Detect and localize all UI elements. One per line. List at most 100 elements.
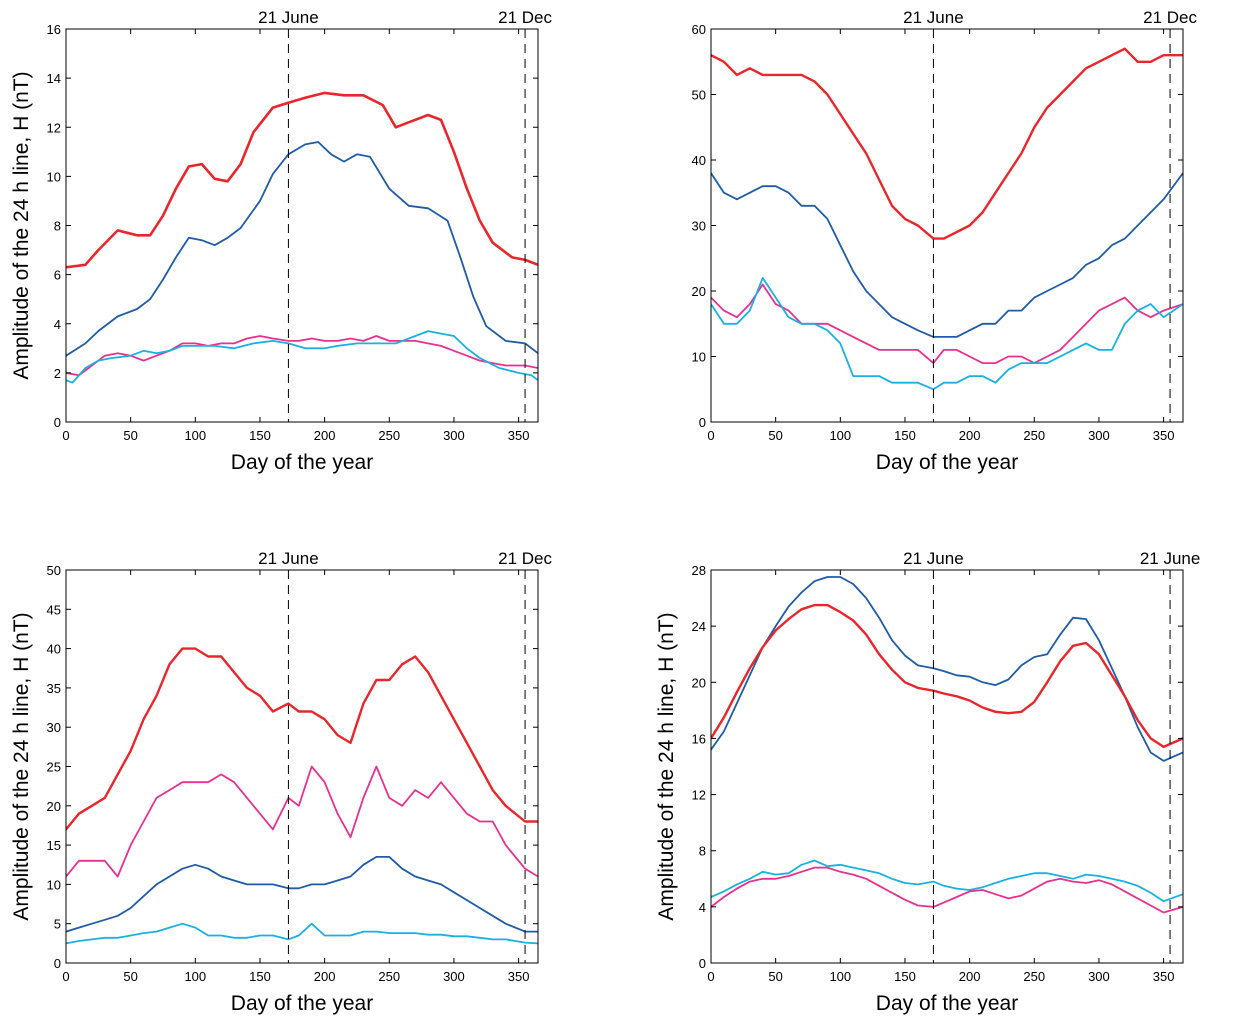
- y-tick-label: 2: [54, 366, 61, 381]
- y-tick-label: 60: [692, 22, 706, 37]
- y-tick-label: 24: [692, 619, 706, 634]
- x-axis-label: Day of the year: [876, 992, 1018, 1015]
- marker-label-2: 21 Dec: [498, 549, 552, 568]
- y-tick-label: 40: [692, 153, 706, 168]
- series-line-3: [66, 856, 538, 933]
- y-tick-label: 30: [47, 720, 61, 735]
- x-tick-label: 300: [1088, 428, 1110, 443]
- series-line-3: [711, 283, 1183, 365]
- series-line-2: [66, 765, 538, 878]
- panel-1: 21 June 21 Dec 0 50 100 150 200 250 300 350 0 2 4 6 8 1…: [10, 8, 552, 474]
- y-tick-label: 30: [692, 219, 706, 234]
- x-tick-label: 100: [829, 428, 851, 443]
- x-tick-label: 350: [1153, 969, 1175, 984]
- x-tick-label: 300: [443, 969, 465, 984]
- x-tick-label: 0: [62, 969, 69, 984]
- series-line-2: [66, 141, 538, 357]
- y-tick-label: 45: [47, 602, 61, 617]
- y-tick-label: 6: [54, 268, 61, 283]
- panel-4: 21 June 21 June 0 50 100 150 200 250 300 350 0 4 8 12…: [655, 549, 1200, 1015]
- marker-label-1: 21 June: [903, 549, 964, 568]
- y-tick-label: 5: [54, 917, 61, 932]
- series-line-1: [711, 576, 1183, 762]
- x-tick-label: 50: [768, 428, 782, 443]
- series-line-3: [711, 859, 1183, 903]
- series-line-1: [66, 91, 538, 269]
- x-tick-label: 350: [508, 428, 530, 443]
- x-tick-label: 100: [184, 428, 206, 443]
- marker-label-1: 21 June: [258, 549, 319, 568]
- series-line-3: [66, 335, 538, 377]
- series-line-1: [66, 647, 538, 831]
- y-tick-label: 0: [54, 415, 61, 430]
- panel-3: 21 June 21 Dec 0 50 100 150 200 250 300 350 0 5 10 15…: [10, 549, 552, 1015]
- y-axis-label: Amplitude of the 24 h line, H (nT): [655, 612, 678, 920]
- y-tick-label: 25: [47, 760, 61, 775]
- y-tick-label: 8: [54, 219, 61, 234]
- y-tick-label: 10: [692, 350, 706, 365]
- marker-label-1: 21 June: [258, 8, 319, 27]
- x-tick-label: 200: [314, 969, 336, 984]
- x-axis-label: Day of the year: [876, 451, 1018, 474]
- x-tick-label: 50: [768, 969, 782, 984]
- x-tick-label: 150: [249, 969, 271, 984]
- series-line-4: [711, 276, 1183, 391]
- x-tick-label: 250: [378, 428, 400, 443]
- y-tick-label: 0: [699, 415, 706, 430]
- y-tick-label: 16: [47, 22, 61, 37]
- series-line-4: [66, 330, 538, 384]
- series-line-2: [711, 172, 1183, 338]
- marker-label-2: 21 June: [1140, 549, 1201, 568]
- y-tick-label: 12: [692, 788, 706, 803]
- x-tick-label: 250: [1023, 969, 1045, 984]
- x-tick-label: 150: [249, 428, 271, 443]
- y-tick-label: 20: [692, 284, 706, 299]
- y-tick-label: 50: [692, 88, 706, 103]
- y-tick-label: 20: [692, 675, 706, 690]
- y-tick-label: 40: [47, 642, 61, 657]
- marker-label-1: 21 June: [903, 8, 964, 27]
- x-tick-label: 150: [894, 428, 916, 443]
- marker-label-2: 21 Dec: [1143, 8, 1197, 27]
- x-tick-label: 350: [1153, 428, 1175, 443]
- x-tick-label: 0: [62, 428, 69, 443]
- series-line-2: [711, 603, 1183, 749]
- y-tick-label: 0: [54, 956, 61, 971]
- series-line-1: [711, 47, 1183, 240]
- y-tick-label: 35: [47, 681, 61, 696]
- x-tick-label: 100: [184, 969, 206, 984]
- x-tick-label: 100: [829, 969, 851, 984]
- y-axis-label: Amplitude of the 24 h line, H (nT): [10, 71, 33, 379]
- axes-frame: [710, 569, 1184, 964]
- x-tick-label: 300: [443, 428, 465, 443]
- y-tick-label: 20: [47, 799, 61, 814]
- x-tick-label: 200: [959, 428, 981, 443]
- y-tick-label: 0: [699, 956, 706, 971]
- y-tick-label: 50: [47, 563, 61, 578]
- series-line-4: [66, 922, 538, 945]
- x-tick-label: 50: [123, 969, 137, 984]
- x-tick-label: 0: [707, 969, 714, 984]
- y-axis-label: Amplitude of the 24 h line, H (nT): [10, 612, 33, 920]
- x-tick-label: 200: [314, 428, 336, 443]
- panel-2: 21 June 21 Dec 0 50 100 150 200 250 300 350 0 10 20 3…: [692, 8, 1198, 474]
- x-tick-label: 250: [378, 969, 400, 984]
- y-tick-label: 10: [47, 877, 61, 892]
- series-line-4: [711, 866, 1183, 914]
- x-tick-label: 50: [123, 428, 137, 443]
- y-tick-label: 15: [47, 838, 61, 853]
- x-tick-label: 350: [508, 969, 530, 984]
- y-tick-label: 4: [54, 317, 61, 332]
- x-tick-label: 200: [959, 969, 981, 984]
- x-tick-label: 0: [707, 428, 714, 443]
- y-tick-label: 28: [692, 563, 706, 578]
- x-axis-label: Day of the year: [231, 451, 373, 474]
- y-tick-label: 4: [699, 900, 706, 915]
- x-tick-label: 150: [894, 969, 916, 984]
- y-tick-label: 16: [692, 731, 706, 746]
- y-tick-label: 8: [699, 844, 706, 859]
- y-tick-label: 12: [47, 120, 61, 135]
- x-tick-label: 300: [1088, 969, 1110, 984]
